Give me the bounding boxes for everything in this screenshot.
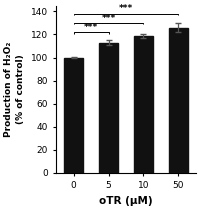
Bar (64, 58, 83, 173)
Bar (169, 28, 188, 173)
Text: ***: *** (119, 4, 133, 13)
Bar (134, 35, 153, 173)
Y-axis label: Production of H₂O₂
(% of control): Production of H₂O₂ (% of control) (4, 42, 25, 137)
X-axis label: oTR (μM): oTR (μM) (99, 196, 153, 206)
Bar (99, 42, 118, 173)
Text: ***: *** (84, 23, 98, 32)
Text: ***: *** (101, 14, 116, 23)
